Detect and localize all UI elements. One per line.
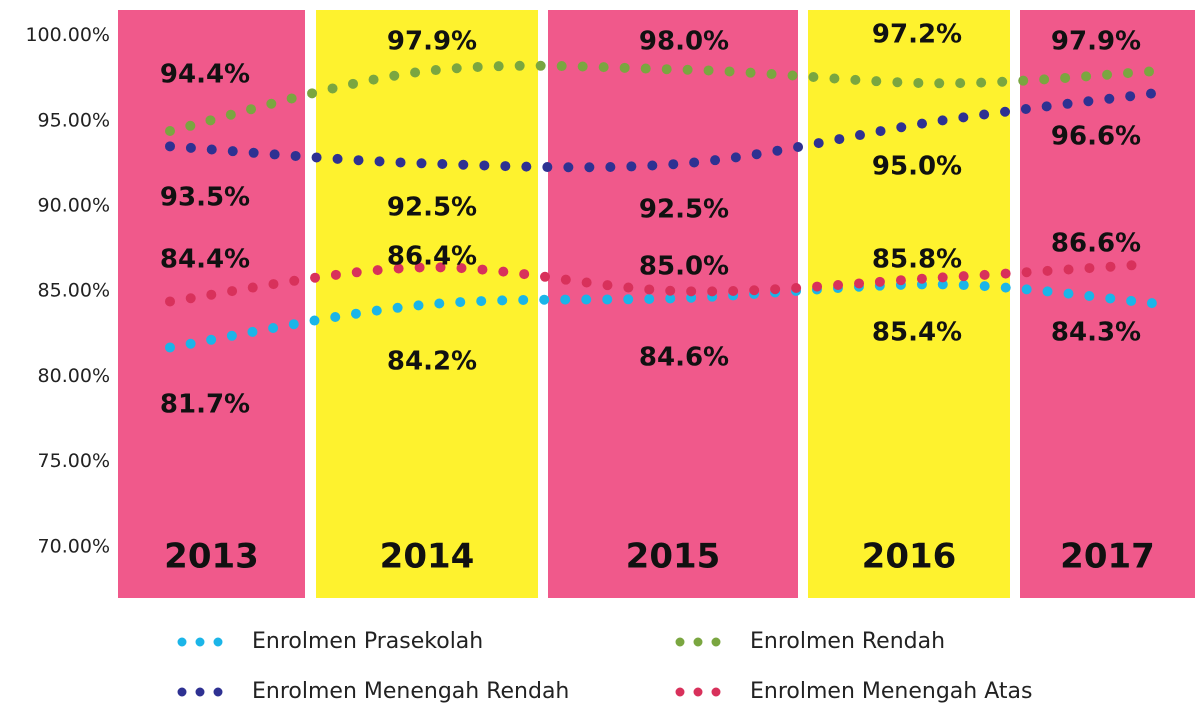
x-tick-label: 2016	[862, 537, 957, 577]
data-label: 98.0%	[639, 27, 729, 57]
legend-label: Enrolmen Menengah Rendah	[252, 679, 569, 704]
x-tick-label: 2014	[380, 537, 475, 577]
year-band	[548, 10, 798, 598]
data-label: 84.6%	[639, 343, 729, 373]
y-tick-label: 100.00%	[25, 24, 110, 46]
y-tick-label: 85.00%	[38, 280, 110, 302]
year-band	[808, 10, 1010, 598]
data-label: 93.5%	[160, 183, 250, 213]
legend-label: Enrolmen Prasekolah	[252, 629, 483, 654]
data-label: 97.2%	[872, 20, 962, 50]
data-label: 85.0%	[639, 252, 729, 282]
series-line	[165, 60, 1157, 137]
data-label: 81.7%	[160, 390, 250, 420]
data-label: 84.4%	[160, 245, 250, 275]
data-label: 86.4%	[387, 242, 477, 272]
data-label: 92.5%	[639, 195, 729, 225]
data-label: 86.6%	[1051, 229, 1141, 259]
data-label: 85.8%	[872, 245, 962, 275]
data-label: 95.0%	[872, 152, 962, 182]
legend-label: Enrolmen Rendah	[750, 629, 945, 654]
y-tick-label: 75.00%	[38, 450, 110, 472]
series-line	[165, 88, 1157, 173]
data-label: 84.2%	[387, 347, 477, 377]
y-tick-label: 95.00%	[38, 109, 110, 131]
data-label: 94.4%	[160, 60, 250, 90]
data-label: 85.4%	[872, 318, 962, 348]
legend-label: Enrolmen Menengah Atas	[750, 679, 1032, 704]
y-tick-label: 80.00%	[38, 365, 110, 387]
y-tick-label: 90.00%	[38, 195, 110, 217]
y-tick-label: 70.00%	[38, 535, 110, 557]
x-tick-label: 2015	[626, 537, 721, 577]
data-label: 92.5%	[387, 193, 477, 223]
year-band	[118, 10, 305, 598]
x-tick-label: 2013	[164, 537, 259, 577]
data-label: 84.3%	[1051, 318, 1141, 348]
data-label: 97.9%	[387, 27, 477, 57]
data-label: 96.6%	[1051, 122, 1141, 152]
data-label: 97.9%	[1051, 27, 1141, 57]
x-tick-label: 2017	[1060, 537, 1155, 577]
